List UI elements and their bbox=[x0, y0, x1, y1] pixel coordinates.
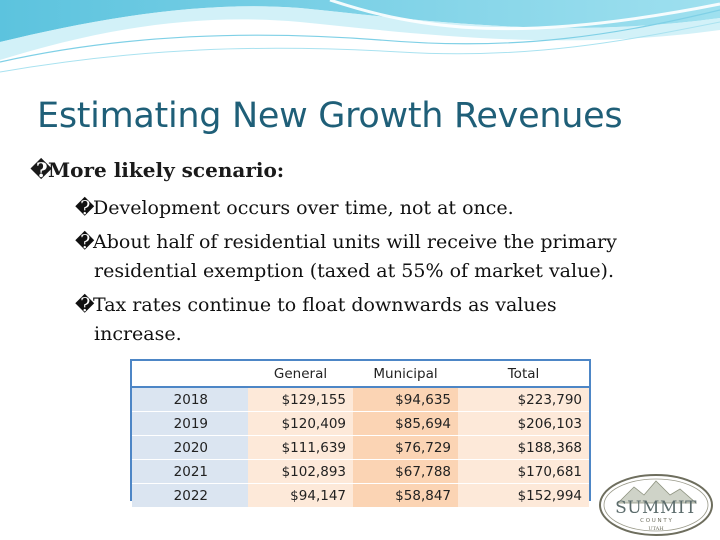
table-header-row: General Municipal Total bbox=[132, 361, 589, 388]
total-cell: $188,368 bbox=[458, 435, 589, 460]
table-row: 2020 $111,639 $76,729 $188,368 bbox=[132, 435, 589, 460]
year-cell: 2019 bbox=[132, 411, 248, 436]
header-wave-decoration bbox=[0, 0, 720, 73]
municipal-cell: $76,729 bbox=[353, 435, 458, 460]
table-row: 2022 $94,147 $58,847 $152,994 bbox=[132, 483, 589, 507]
municipal-cell: $58,847 bbox=[353, 483, 458, 507]
general-cell: $94,147 bbox=[248, 483, 353, 507]
total-cell: $170,681 bbox=[458, 459, 589, 484]
year-cell: 2018 bbox=[132, 386, 248, 412]
mountain-icon bbox=[617, 480, 698, 504]
logo-state: UTAH bbox=[648, 526, 664, 532]
logo-name: SUMMIT bbox=[615, 498, 697, 518]
year-cell: 2022 bbox=[132, 483, 248, 507]
table-row: 2019 $120,409 $85,694 $206,103 bbox=[132, 411, 589, 436]
logo-county: C O U N T Y bbox=[640, 518, 672, 524]
sub-bullet-text: Tax rates continue to float downwards as… bbox=[93, 294, 557, 316]
bullet-glyph: � bbox=[75, 197, 95, 219]
sub-bullet-text-cont: residential exemption (taxed at 55% of m… bbox=[94, 260, 615, 282]
main-bullet-text: More likely scenario: bbox=[48, 158, 285, 182]
bullet-glyph: � bbox=[75, 294, 95, 316]
general-cell: $129,155 bbox=[248, 386, 353, 412]
header-total: Total bbox=[458, 361, 589, 388]
main-bullet: �More likely scenario: bbox=[30, 158, 284, 182]
sub-bullet-text-cont: increase. bbox=[94, 323, 182, 345]
total-cell: $206,103 bbox=[458, 411, 589, 436]
year-cell: 2020 bbox=[132, 435, 248, 460]
sub-bullet-2: �About half of residential units will re… bbox=[75, 228, 675, 286]
table-row: 2021 $102,893 $67,788 $170,681 bbox=[132, 459, 589, 484]
municipal-cell: $67,788 bbox=[353, 459, 458, 484]
revenue-table: General Municipal Total 2018 $129,155 $9… bbox=[130, 359, 591, 507]
sub-bullet-text: Development occurs over time, not at onc… bbox=[93, 197, 514, 219]
total-cell: $223,790 bbox=[458, 386, 589, 412]
slide-title: Estimating New Growth Revenues bbox=[37, 96, 623, 136]
sub-bullet-text: About half of residential units will rec… bbox=[93, 231, 617, 253]
bullet-glyph: � bbox=[75, 231, 95, 253]
general-cell: $111,639 bbox=[248, 435, 353, 460]
year-cell: 2021 bbox=[132, 459, 248, 484]
general-cell: $102,893 bbox=[248, 459, 353, 484]
municipal-cell: $94,635 bbox=[353, 386, 458, 412]
total-cell: $152,994 bbox=[458, 483, 589, 507]
bullet-glyph: � bbox=[30, 158, 53, 182]
sub-bullet-3: �Tax rates continue to float downwards a… bbox=[75, 291, 675, 349]
municipal-cell: $85,694 bbox=[353, 411, 458, 436]
sub-bullet-1: �Development occurs over time, not at on… bbox=[75, 194, 514, 223]
header-municipal: Municipal bbox=[353, 361, 458, 388]
summit-county-logo: SUMMIT C O U N T Y UTAH bbox=[599, 474, 713, 536]
general-cell: $120,409 bbox=[248, 411, 353, 436]
header-general: General bbox=[248, 361, 353, 388]
header-empty bbox=[132, 361, 248, 388]
table-row: 2018 $129,155 $94,635 $223,790 bbox=[132, 386, 589, 412]
